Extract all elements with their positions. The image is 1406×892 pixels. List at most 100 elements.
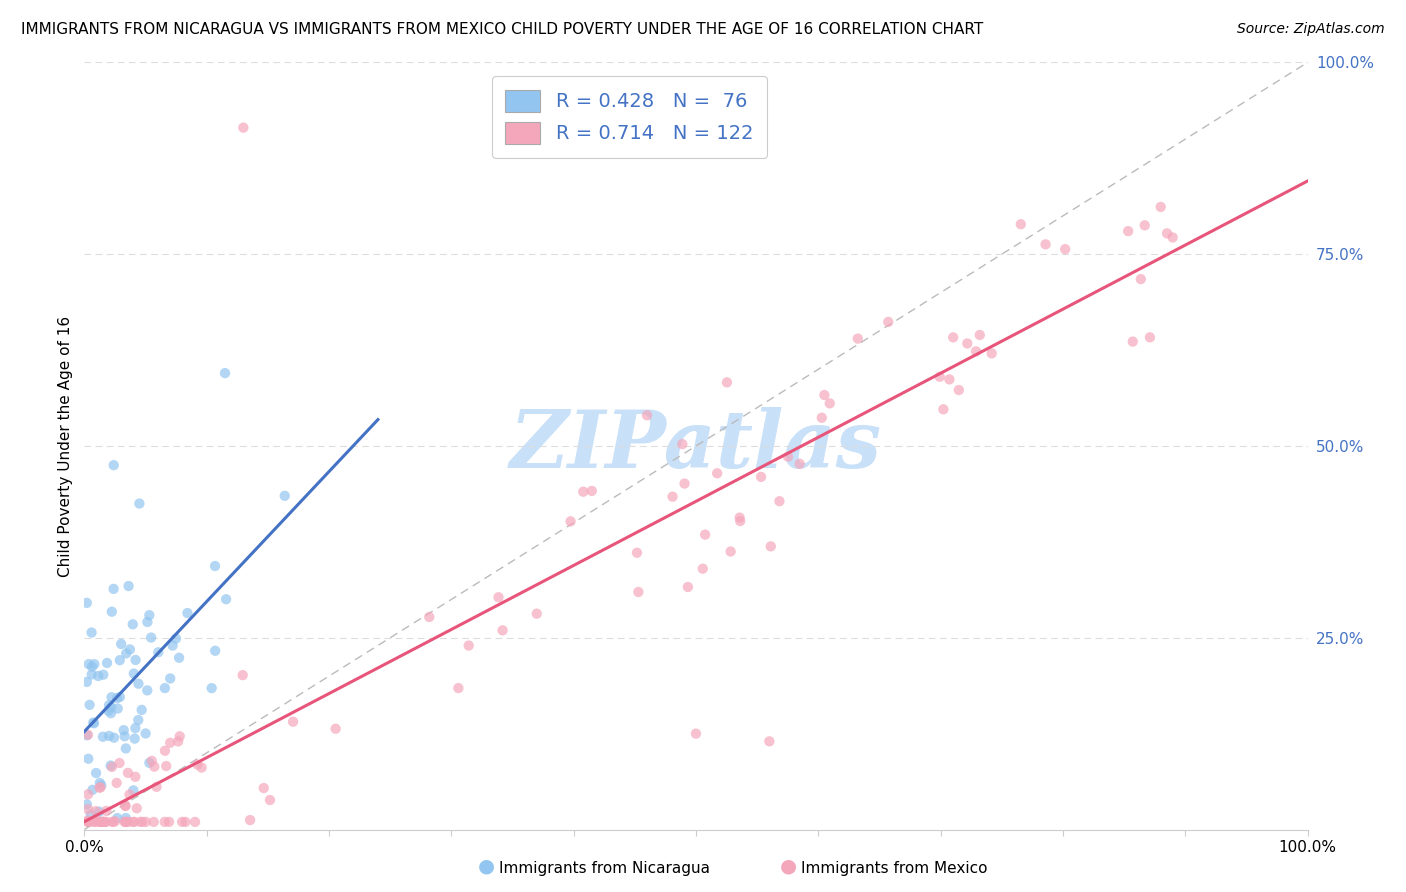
Point: [1122, 334, 1144, 349]
Point: [491, 624, 513, 638]
Point: [661, 490, 683, 504]
Point: [148, 645, 170, 659]
Point: [186, 757, 208, 772]
Point: [184, 814, 207, 829]
Point: [122, 666, 145, 681]
Point: [128, 496, 150, 510]
Point: [281, 714, 304, 729]
Point: [932, 402, 955, 417]
Point: [114, 814, 136, 829]
Point: [98, 729, 121, 743]
Point: [80, 807, 103, 822]
Point: [103, 582, 125, 596]
Point: [418, 610, 440, 624]
Point: [1139, 330, 1161, 344]
Point: [215, 592, 238, 607]
Point: [89, 776, 111, 790]
Text: ●: ●: [478, 857, 495, 876]
Point: [253, 780, 276, 795]
Point: [1010, 217, 1032, 231]
Point: [122, 783, 145, 797]
Point: [124, 731, 146, 746]
Point: [105, 776, 128, 790]
Point: [728, 510, 751, 524]
Point: [720, 544, 742, 558]
Point: [131, 814, 153, 829]
Point: [938, 372, 960, 386]
Point: [115, 814, 138, 829]
Point: [810, 410, 832, 425]
Point: [82, 782, 104, 797]
Point: [1035, 237, 1057, 252]
Point: [87, 669, 110, 683]
Point: [129, 814, 152, 829]
Point: [135, 726, 157, 740]
Point: [114, 798, 136, 813]
Point: [138, 608, 160, 623]
Point: [204, 644, 226, 658]
Point: [96, 804, 118, 818]
Point: [560, 514, 582, 528]
Point: [91, 814, 114, 829]
Point: [232, 668, 254, 682]
Point: [153, 744, 176, 758]
Point: [139, 631, 162, 645]
Point: [965, 344, 987, 359]
Point: [89, 805, 111, 819]
Point: [846, 332, 869, 346]
Point: [167, 734, 190, 748]
Point: [80, 667, 103, 681]
Point: [259, 793, 281, 807]
Point: [572, 484, 595, 499]
Point: [96, 656, 118, 670]
Point: [77, 814, 100, 829]
Point: [115, 811, 138, 825]
Point: [162, 639, 184, 653]
Point: [77, 814, 100, 829]
Point: [928, 369, 950, 384]
Point: [165, 632, 187, 646]
Point: [76, 674, 98, 689]
Point: [77, 657, 100, 672]
Point: [581, 483, 603, 498]
Point: [80, 659, 103, 673]
Y-axis label: Child Poverty Under the Age of 16: Child Poverty Under the Age of 16: [58, 316, 73, 576]
Point: [90, 814, 112, 829]
Point: [1133, 219, 1156, 233]
Point: [239, 813, 262, 827]
Point: [122, 814, 145, 829]
Point: [1150, 200, 1173, 214]
Point: [83, 814, 105, 829]
Point: [813, 388, 835, 402]
Point: [447, 681, 470, 695]
Point: [169, 729, 191, 743]
Point: [91, 667, 114, 681]
Point: [117, 814, 139, 829]
Point: [101, 605, 124, 619]
Point: [980, 346, 1002, 360]
Point: [685, 726, 707, 740]
Point: [76, 596, 98, 610]
Point: [89, 780, 111, 795]
Point: [135, 814, 157, 829]
Point: [83, 716, 105, 731]
Point: [77, 814, 100, 829]
Point: [100, 706, 122, 721]
Point: [759, 540, 782, 554]
Point: [110, 637, 132, 651]
Point: [91, 814, 114, 829]
Point: [122, 814, 145, 829]
Point: [125, 801, 148, 815]
Point: [145, 780, 167, 794]
Point: [105, 691, 128, 706]
Point: [101, 760, 124, 774]
Point: [107, 701, 129, 715]
Point: [948, 383, 970, 397]
Point: [143, 759, 166, 773]
Text: IMMIGRANTS FROM NICARAGUA VS IMMIGRANTS FROM MEXICO CHILD POVERTY UNDER THE AGE : IMMIGRANTS FROM NICARAGUA VS IMMIGRANTS …: [21, 22, 983, 37]
Point: [136, 615, 159, 629]
Point: [127, 676, 149, 690]
Point: [108, 653, 131, 667]
Point: [626, 546, 648, 560]
Point: [706, 467, 728, 481]
